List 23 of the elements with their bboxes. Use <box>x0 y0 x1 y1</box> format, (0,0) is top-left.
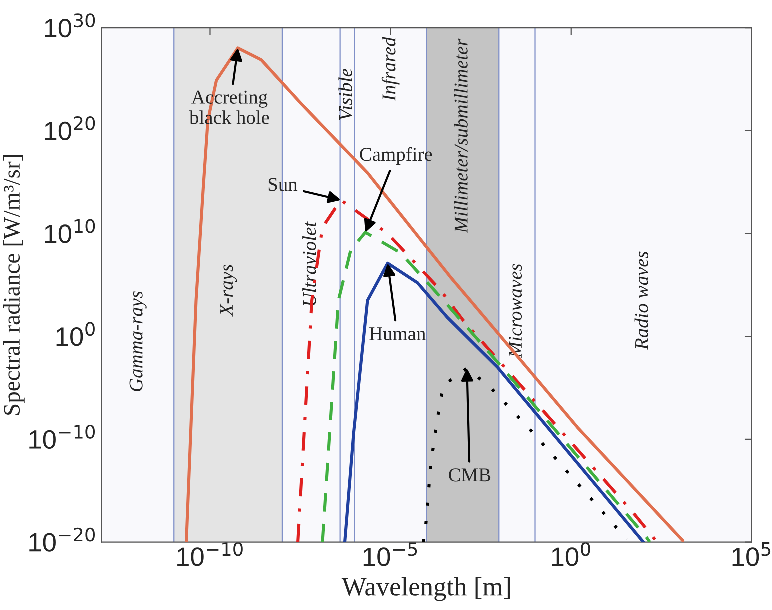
y-tick-label: 10$^{0}$ <box>56 322 95 346</box>
y-tick-label: 10$^{20}$ <box>45 116 96 141</box>
band-label: Millimeter/submillimeter <box>454 38 468 234</box>
y-tick-label: 10$^{10}$ <box>45 219 96 244</box>
y-tick-label: 10$^{30}$ <box>45 14 96 38</box>
y-axis-title: Spectral radiance [W/m³/sr] <box>3 156 25 415</box>
band-label: Microwaves <box>508 264 522 358</box>
band-label: Radio waves <box>634 252 648 350</box>
annotation: Sun <box>268 178 298 192</box>
annotation: Human <box>370 328 426 341</box>
x-tick-label: 10$^{5}$ <box>732 542 771 566</box>
y-tick-label: 10$^{−20}$ <box>30 528 95 552</box>
annotation: CMB <box>449 468 491 482</box>
x-tick-label: 10$^{−10}$ <box>178 542 243 566</box>
band-label: X-rays <box>220 264 238 317</box>
band-label: Visible <box>338 69 352 120</box>
band-label: Ultraviolet <box>302 222 316 306</box>
x-tick-label: 10$^{−5}$ <box>364 542 418 566</box>
x-axis-title: Wavelength [m] <box>342 577 510 602</box>
x-tick-label: 10$^{0}$ <box>552 542 590 566</box>
band-label: Infrared <box>382 37 400 102</box>
band-label: Gamma-rays <box>130 292 147 392</box>
y-tick-label: 10$^{−10}$ <box>30 424 95 450</box>
